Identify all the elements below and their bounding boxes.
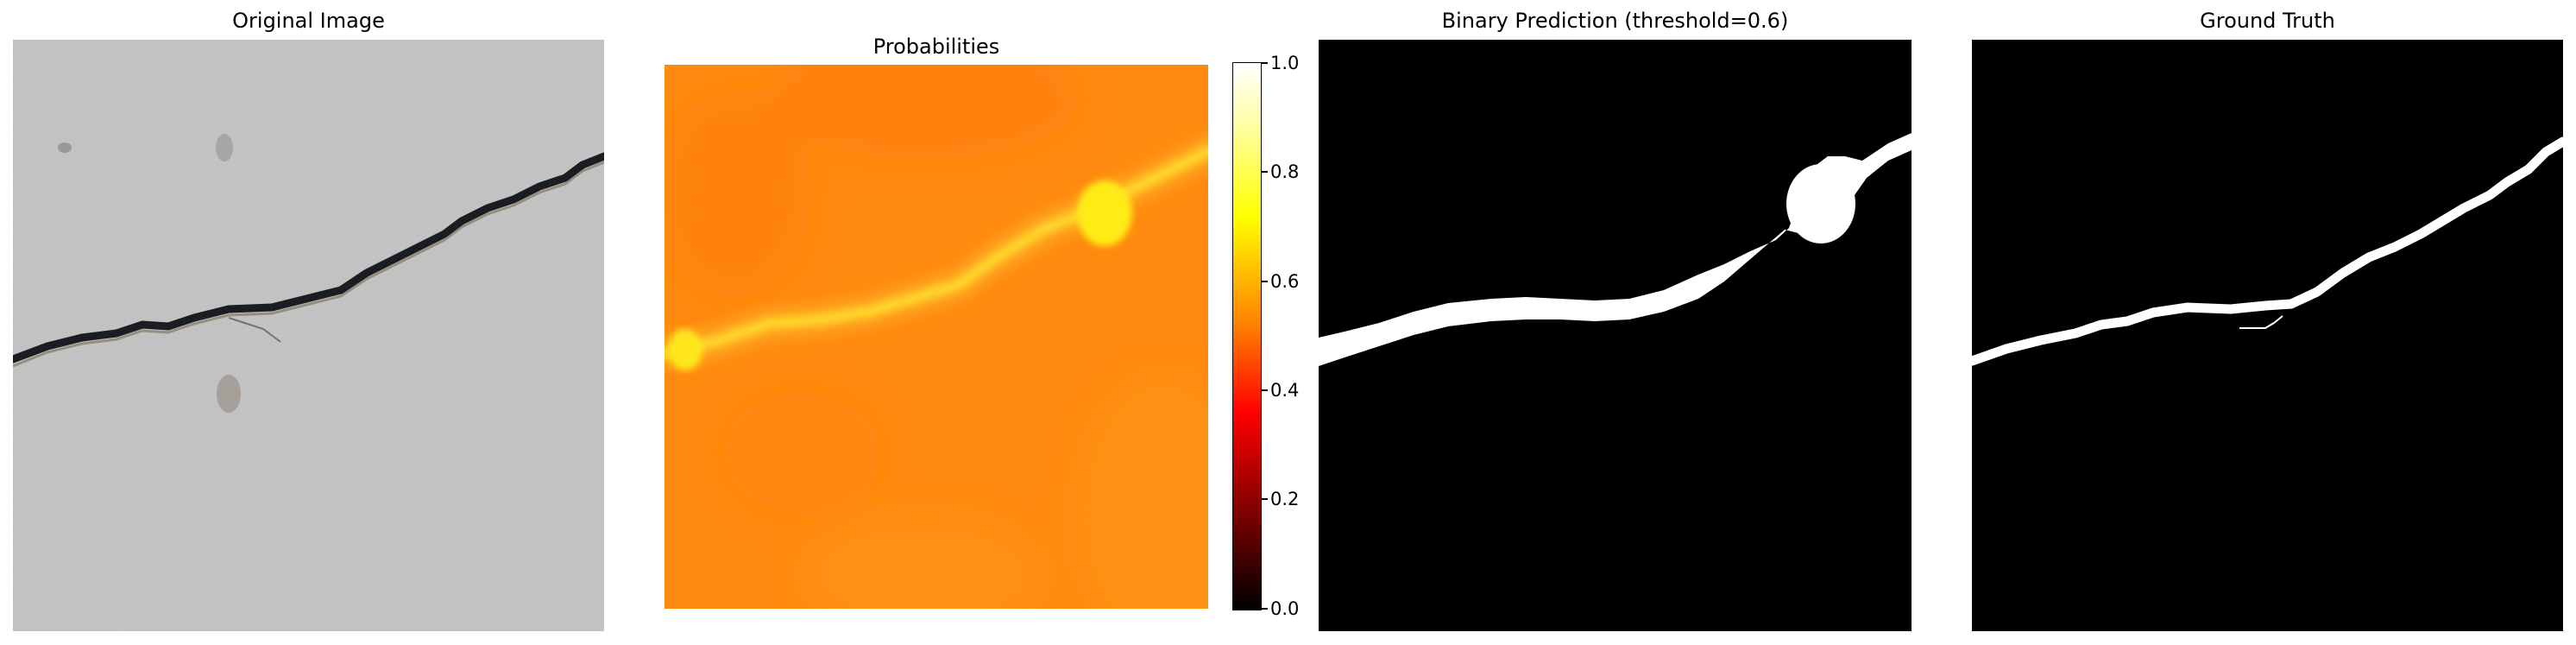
colorbar-tick-label-2: 0.4 — [1270, 380, 1300, 401]
colorbar-tick-mark-5 — [1261, 62, 1268, 64]
probabilities-panel — [664, 65, 1208, 609]
ground-truth-panel — [1972, 40, 2563, 631]
colorbar-tick-mark-3 — [1261, 281, 1268, 282]
colorbar-tick-mark-4 — [1261, 171, 1268, 173]
concrete-crack-image — [13, 40, 604, 631]
probability-heatmap — [664, 65, 1208, 609]
original-image-title: Original Image — [232, 9, 385, 33]
colorbar-tick-label-3: 0.6 — [1270, 271, 1300, 292]
original-image-panel — [13, 40, 604, 631]
ground-truth-title: Ground Truth — [2200, 9, 2335, 33]
colorbar-tick-mark-2 — [1261, 389, 1268, 391]
colorbar-tick-label-1: 0.2 — [1270, 489, 1300, 509]
ground-truth-mask — [1972, 40, 2563, 631]
colorbar-tick-label-0: 0.0 — [1270, 598, 1300, 619]
colorbar-tick-mark-1 — [1261, 498, 1268, 500]
binary-prediction-panel — [1319, 40, 1912, 631]
probabilities-title: Probabilities — [872, 35, 1000, 59]
binary-prediction-title: Binary Prediction (threshold=0.6) — [1441, 9, 1789, 33]
colorbar-tick-label-4: 0.8 — [1270, 161, 1300, 182]
probability-colorbar — [1232, 62, 1262, 610]
colorbar-tick-label-5: 1.0 — [1270, 53, 1300, 73]
binary-prediction-mask — [1319, 40, 1912, 631]
colorbar-tick-mark-0 — [1261, 608, 1268, 610]
